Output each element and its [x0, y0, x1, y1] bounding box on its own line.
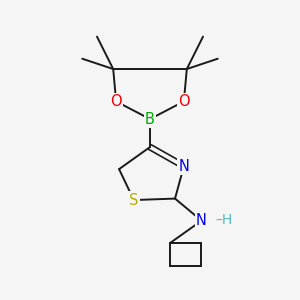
Text: O: O — [110, 94, 122, 109]
Text: B: B — [145, 112, 155, 127]
Text: N: N — [196, 213, 207, 228]
Text: –H: –H — [216, 213, 233, 227]
Text: S: S — [129, 193, 139, 208]
Text: O: O — [178, 94, 190, 109]
Text: N: N — [178, 159, 189, 174]
